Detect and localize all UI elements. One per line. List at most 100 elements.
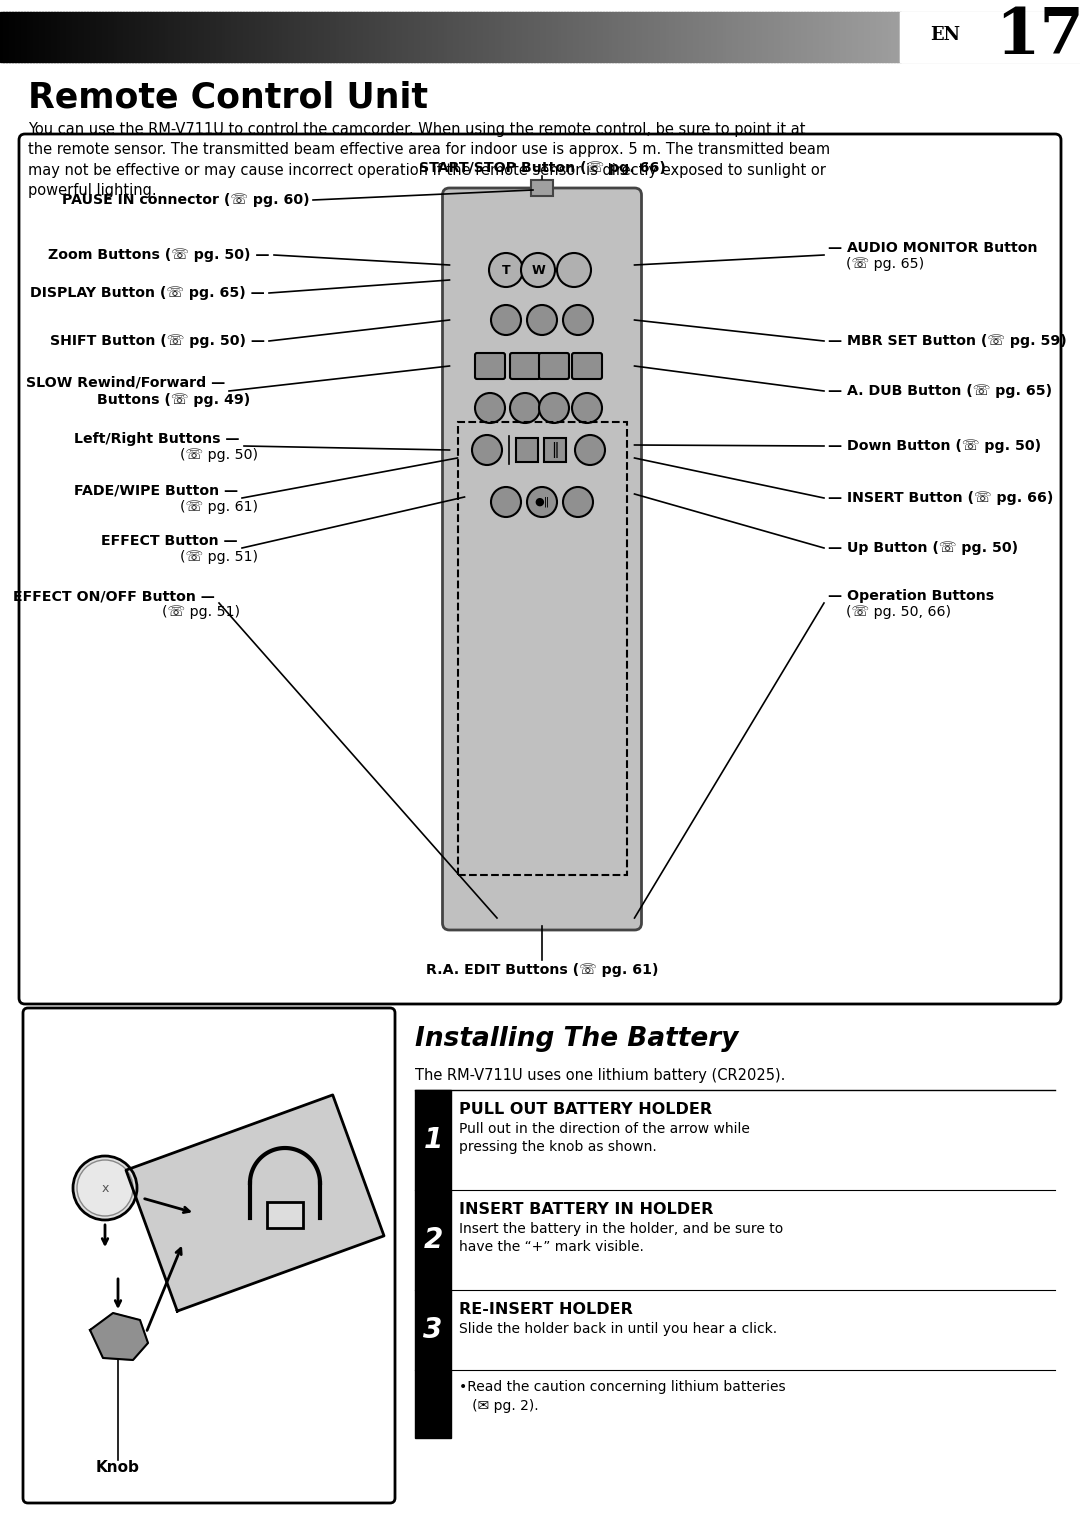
Text: ●‖: ●‖ bbox=[535, 497, 550, 507]
Bar bbox=[267, 12, 271, 61]
Text: Zoom Buttons (☏ pg. 50) —: Zoom Buttons (☏ pg. 50) — bbox=[49, 248, 270, 262]
Bar bbox=[264, 12, 268, 61]
Bar bbox=[423, 12, 427, 61]
Bar bbox=[900, 12, 1080, 61]
Text: (☏ pg. 51): (☏ pg. 51) bbox=[180, 550, 258, 564]
Bar bbox=[438, 12, 442, 61]
Circle shape bbox=[563, 305, 593, 336]
Bar bbox=[441, 12, 445, 61]
Bar bbox=[378, 12, 382, 61]
Circle shape bbox=[563, 487, 593, 517]
Text: ‖: ‖ bbox=[551, 442, 558, 458]
Bar bbox=[651, 12, 654, 61]
Bar bbox=[375, 12, 379, 61]
Bar bbox=[486, 12, 490, 61]
Bar bbox=[453, 12, 457, 61]
Bar bbox=[867, 12, 870, 61]
Bar bbox=[396, 12, 400, 61]
Polygon shape bbox=[126, 1095, 384, 1311]
Bar bbox=[351, 12, 355, 61]
Bar bbox=[543, 12, 546, 61]
Bar bbox=[789, 12, 793, 61]
Bar bbox=[846, 12, 850, 61]
Bar bbox=[615, 12, 619, 61]
Bar bbox=[408, 12, 411, 61]
Bar bbox=[390, 12, 394, 61]
Bar bbox=[336, 12, 340, 61]
Bar bbox=[609, 12, 613, 61]
Bar bbox=[450, 12, 454, 61]
Bar bbox=[864, 12, 868, 61]
Bar bbox=[582, 12, 586, 61]
Bar bbox=[603, 12, 607, 61]
Bar bbox=[687, 12, 691, 61]
Text: Left/Right Buttons —: Left/Right Buttons — bbox=[75, 432, 240, 446]
Bar bbox=[258, 12, 262, 61]
Bar bbox=[3, 12, 6, 61]
Bar bbox=[354, 12, 357, 61]
Bar bbox=[516, 438, 538, 461]
Bar bbox=[717, 12, 721, 61]
Bar bbox=[237, 12, 241, 61]
Bar bbox=[66, 12, 70, 61]
Bar bbox=[228, 12, 232, 61]
Bar bbox=[561, 12, 565, 61]
Bar bbox=[525, 12, 529, 61]
Text: SLOW Rewind/Forward —: SLOW Rewind/Forward — bbox=[26, 376, 225, 389]
Bar bbox=[723, 12, 727, 61]
Bar bbox=[810, 12, 814, 61]
Text: W: W bbox=[531, 264, 545, 276]
Bar bbox=[222, 12, 226, 61]
Bar bbox=[255, 12, 259, 61]
Text: FADE/WIPE Button —: FADE/WIPE Button — bbox=[73, 484, 238, 498]
Bar bbox=[777, 12, 781, 61]
Bar bbox=[807, 12, 811, 61]
Circle shape bbox=[575, 435, 605, 464]
Text: The RM-V711U uses one lithium battery (CR2025).: The RM-V711U uses one lithium battery (C… bbox=[415, 1069, 785, 1082]
Text: Installing The Battery: Installing The Battery bbox=[415, 1026, 739, 1052]
Bar bbox=[21, 12, 25, 61]
Text: Buttons (☏ pg. 49): Buttons (☏ pg. 49) bbox=[97, 392, 249, 406]
Circle shape bbox=[572, 392, 602, 423]
Bar bbox=[636, 12, 640, 61]
Text: RE-INSERT HOLDER: RE-INSERT HOLDER bbox=[459, 1302, 633, 1317]
Bar bbox=[297, 12, 301, 61]
Text: 2: 2 bbox=[423, 1226, 443, 1254]
Bar bbox=[69, 12, 73, 61]
Bar bbox=[444, 12, 448, 61]
Bar bbox=[498, 12, 502, 61]
Bar bbox=[837, 12, 841, 61]
Bar bbox=[156, 12, 160, 61]
Bar bbox=[480, 12, 484, 61]
Bar bbox=[720, 12, 724, 61]
Bar bbox=[267, 1202, 303, 1228]
Bar bbox=[627, 12, 631, 61]
Bar bbox=[318, 12, 322, 61]
Bar bbox=[708, 12, 712, 61]
Text: — MBR SET Button (☏ pg. 59): — MBR SET Button (☏ pg. 59) bbox=[828, 334, 1067, 348]
Bar bbox=[711, 12, 715, 61]
Text: (☏ pg. 50): (☏ pg. 50) bbox=[180, 448, 258, 461]
Bar bbox=[162, 12, 166, 61]
Bar bbox=[549, 12, 553, 61]
Text: — Down Button (☏ pg. 50): — Down Button (☏ pg. 50) bbox=[828, 438, 1041, 452]
Text: Remote Control Unit: Remote Control Unit bbox=[28, 80, 428, 113]
Bar bbox=[39, 12, 43, 61]
Bar bbox=[303, 12, 307, 61]
Bar bbox=[381, 12, 384, 61]
Circle shape bbox=[491, 487, 521, 517]
Bar bbox=[693, 12, 697, 61]
Bar bbox=[189, 12, 193, 61]
Bar bbox=[786, 12, 789, 61]
Bar bbox=[633, 12, 637, 61]
FancyBboxPatch shape bbox=[475, 353, 505, 379]
Bar bbox=[240, 12, 244, 61]
Bar bbox=[495, 12, 499, 61]
Bar bbox=[432, 12, 436, 61]
Bar bbox=[891, 12, 895, 61]
Circle shape bbox=[510, 392, 540, 423]
Bar bbox=[123, 12, 127, 61]
Bar bbox=[573, 12, 577, 61]
Bar bbox=[654, 12, 658, 61]
Bar bbox=[576, 12, 580, 61]
